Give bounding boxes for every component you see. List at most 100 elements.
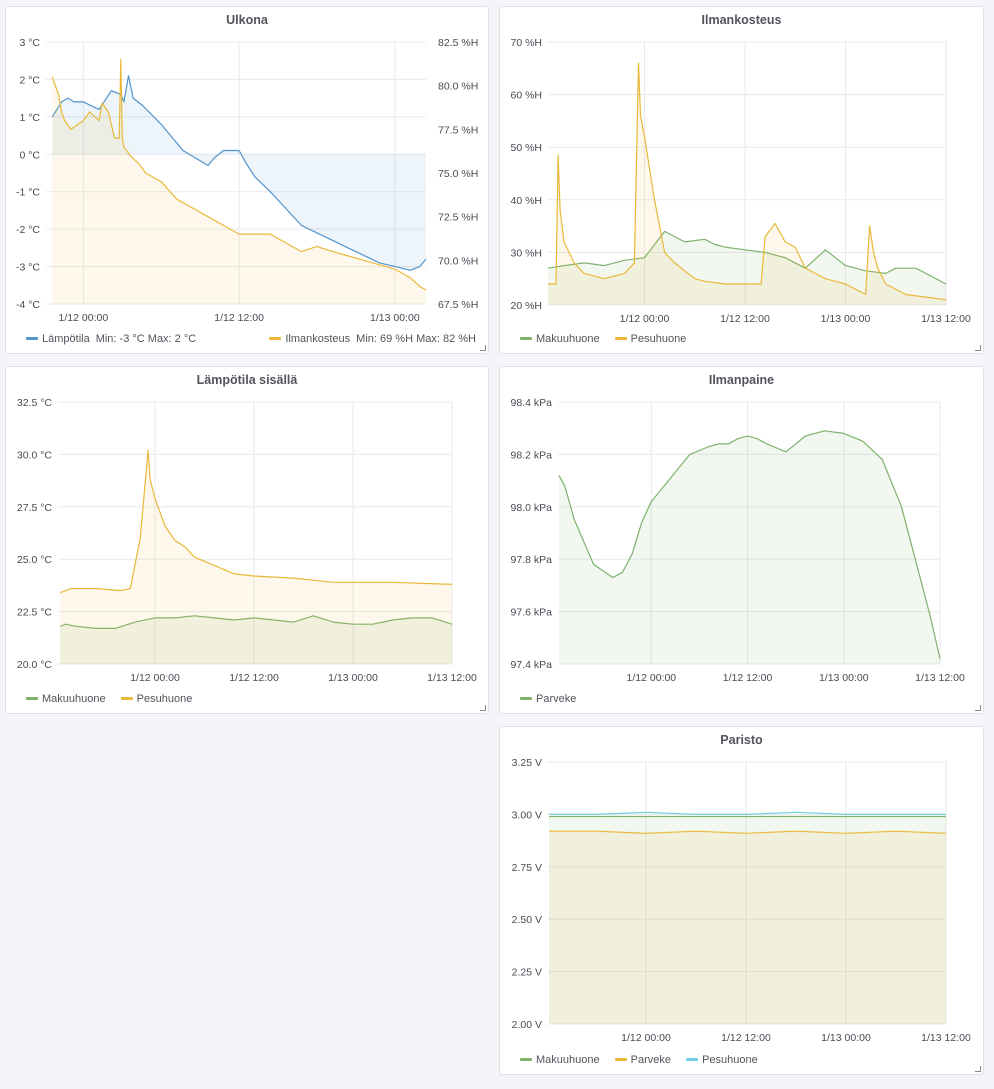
x-tick-label: 1/12 12:00 <box>214 312 264 324</box>
y-tick-label: 1 °C <box>19 112 40 124</box>
y-tick-label: 25.0 °C <box>17 554 53 566</box>
x-tick-label: 1/12 12:00 <box>723 672 773 684</box>
legend-stats: Min: 69 %H Max: 82 %H <box>356 333 476 345</box>
legend-item-parveke[interactable]: Parveke <box>520 693 576 705</box>
x-tick-label: 1/13 12:00 <box>921 313 971 325</box>
resize-handle[interactable] <box>480 705 486 711</box>
y-tick-label: 3.00 V <box>512 809 542 821</box>
legend-swatch <box>269 336 282 340</box>
legend-swatch <box>120 696 133 700</box>
legend-item-pesuhuone[interactable]: Pesuhuone <box>614 333 686 345</box>
x-tick-label: 1/12 00:00 <box>621 1032 671 1044</box>
legend-item-ilmankosteus[interactable]: Ilmankosteus Min: 69 %H Max: 82 %H <box>269 333 476 345</box>
y-tick-label: -4 °C <box>16 299 40 311</box>
resize-handle[interactable] <box>975 345 981 351</box>
x-tick-label: 1/12 12:00 <box>721 1032 771 1044</box>
y-tick-label: 20 %H <box>510 300 542 312</box>
x-tick-label: 1/12 00:00 <box>627 672 677 684</box>
x-tick-label: 1/13 12:00 <box>427 672 477 684</box>
panel-title[interactable]: Paristo <box>720 733 763 747</box>
panel-title[interactable]: Ilmanpaine <box>708 373 775 387</box>
series-line[interactable] <box>51 58 427 291</box>
legend-item-makuuhuone[interactable]: Makuuhuone <box>26 693 106 705</box>
legend-label: Parveke <box>630 1054 672 1066</box>
y-tick-label: 30 %H <box>510 247 542 259</box>
legend-item-pesuhuone[interactable]: Pesuhuone <box>686 1054 758 1066</box>
series-line[interactable] <box>548 62 947 301</box>
chart-paristo[interactable]: 3.25 V 3.00 V 2.75 V 2.50 V 2.25 V 2.00 V 1/12… <box>500 727 985 1076</box>
panel-lampotila-sisalla: Lämpötila sisällä 32.5 °C 30.0 °C 27.5 °C 2… <box>5 366 489 714</box>
y2-tick-label: 80.0 %H <box>438 81 478 93</box>
y2-tick-label: 72.5 %H <box>438 212 478 224</box>
x-tick-label: 1/13 00:00 <box>370 312 420 324</box>
y-tick-label: 27.5 °C <box>17 502 53 514</box>
chart-lampotila-sisalla[interactable]: 32.5 °C 30.0 °C 27.5 °C 25.0 °C 22.5 °C 20.0 … <box>6 367 490 715</box>
series-area <box>60 450 452 664</box>
chart-ulkona[interactable]: 3 °C 2 °C 1 °C 0 °C -1 °C -2 °C -3 °C -4 °C 82.5… <box>6 7 576 355</box>
y-tick-label: 97.6 kPa <box>511 607 553 619</box>
chart-ilmanpaine[interactable]: 98.4 kPa 98.2 kPa 98.0 kPa 97.8 kPa 97.6 kPa… <box>500 367 985 715</box>
y-tick-label: 2.00 V <box>512 1019 542 1031</box>
series-area <box>549 831 946 1024</box>
resize-handle[interactable] <box>975 705 981 711</box>
series-area <box>52 75 426 271</box>
y-tick-label: 2.25 V <box>512 967 542 979</box>
panel-title[interactable]: Ulkona <box>226 13 268 27</box>
legend-label: Lämpötila <box>42 333 90 345</box>
legend-label: Pesuhuone <box>702 1054 758 1066</box>
legend-label: Makuuhuone <box>536 333 600 345</box>
y-tick-label: 30.0 °C <box>17 449 53 461</box>
x-tick-label: 1/12 00:00 <box>59 312 109 324</box>
y-tick-label: -2 °C <box>16 224 40 236</box>
legend-item-pesuhuone[interactable]: Pesuhuone <box>120 693 193 705</box>
legend-item-lampotila[interactable]: Lämpötila Min: -3 °C Max: 2 °C <box>26 333 196 345</box>
legend-swatch <box>520 336 532 340</box>
y2-tick-label: 70.0 %H <box>438 255 478 267</box>
legend-item-makuuhuone[interactable]: Makuuhuone <box>520 1054 600 1066</box>
legend-label: Pesuhuone <box>136 693 193 705</box>
y-tick-label: 98.0 kPa <box>511 502 553 514</box>
y-tick-label: 97.4 kPa <box>511 659 553 671</box>
y-tick-label: 2.50 V <box>512 914 542 926</box>
panel-title[interactable]: Lämpötila sisällä <box>196 373 298 387</box>
panel-paristo: Paristo 3.25 V 3.00 V 2.75 V 2.50 V 2.25 V 2.… <box>499 726 984 1075</box>
series-line[interactable] <box>51 75 427 271</box>
resize-handle[interactable] <box>975 1066 981 1072</box>
series-line[interactable] <box>549 811 946 815</box>
series-line[interactable] <box>549 830 947 834</box>
legend: Makuuhuone Pesuhuone <box>520 333 971 345</box>
panel-title[interactable]: Ilmankosteus <box>701 13 782 27</box>
y-tick-label: 2.75 V <box>512 862 542 874</box>
series-area <box>60 615 452 664</box>
y2-tick-label: 77.5 %H <box>438 124 478 136</box>
legend-swatch <box>520 696 532 700</box>
legend-item-parveke[interactable]: Parveke <box>614 1054 672 1066</box>
x-tick-label: 1/13 00:00 <box>328 672 378 684</box>
legend-swatch <box>26 696 38 700</box>
resize-handle[interactable] <box>480 345 486 351</box>
legend: Parveke <box>520 693 971 705</box>
legend-swatch <box>614 1057 627 1061</box>
x-tick-label: 1/13 12:00 <box>915 672 965 684</box>
series-line[interactable] <box>59 449 453 594</box>
y-tick-label: -1 °C <box>16 187 40 199</box>
series-line[interactable] <box>59 615 453 629</box>
legend-swatch <box>686 1057 699 1061</box>
series-line[interactable] <box>558 430 941 659</box>
y-tick-label: 0 °C <box>19 149 40 161</box>
series-area <box>548 231 946 305</box>
y-tick-label: 98.4 kPa <box>511 397 553 409</box>
panel-ilmankosteus: Ilmankosteus 70 %H 60 %H 50 %H 40 %H 30 %H 20… <box>499 6 984 354</box>
chart-ilmankosteus[interactable]: 70 %H 60 %H 50 %H 40 %H 30 %H 20 %H 1/12 00:00… <box>500 7 985 355</box>
x-tick-label: 1/12 12:00 <box>720 313 770 325</box>
legend-label: Ilmankosteus <box>285 333 351 345</box>
y-tick-label: 60 %H <box>510 90 542 102</box>
series-area <box>549 816 946 1024</box>
series-line[interactable] <box>547 230 947 285</box>
y-tick-label: 32.5 °C <box>17 397 53 409</box>
legend-label: Makuuhuone <box>536 1054 600 1066</box>
legend-label: Parveke <box>536 693 577 705</box>
x-tick-label: 1/13 00:00 <box>819 672 869 684</box>
legend-label: Makuuhuone <box>42 693 106 705</box>
legend-item-makuuhuone[interactable]: Makuuhuone <box>520 333 600 345</box>
